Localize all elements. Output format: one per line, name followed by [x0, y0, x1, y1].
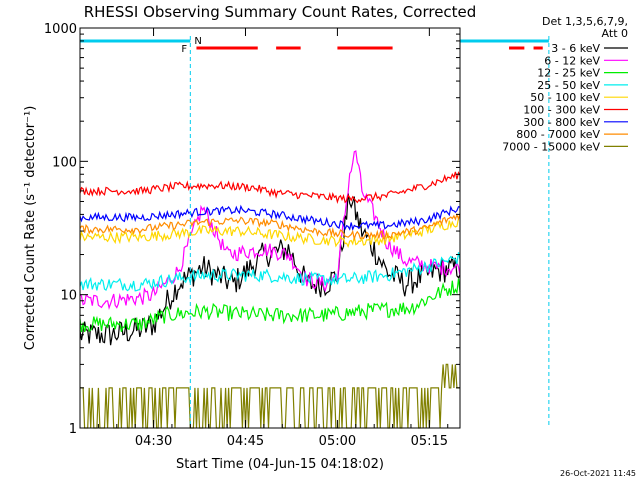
y-axis-label: Corrected Count Rate (s⁻¹ detector⁻¹): [23, 106, 38, 351]
series-line-7: [79, 213, 461, 242]
flag-label-f: F: [181, 44, 187, 55]
legend-label-4: 50 - 100 keV: [530, 91, 600, 104]
series-line-0: [79, 192, 461, 346]
legend-header-2: Att 0: [602, 27, 628, 40]
legend-label-7: 800 - 7000 keV: [516, 128, 600, 141]
series-line-1: [79, 150, 461, 310]
chart-title: RHESSI Observing Summary Count Rates, Co…: [84, 3, 477, 21]
y-axis-ticks: 1 10 100 1000: [44, 22, 460, 437]
flag-label-n: N: [194, 36, 201, 47]
y-tick-label: 1: [69, 422, 77, 437]
legend-label-8: 7000 - 15000 keV: [502, 140, 600, 153]
legend-label-6: 300 - 800 keV: [523, 116, 600, 129]
legend-label-0: 3 - 6 keV: [551, 42, 600, 55]
series-line-2: [79, 278, 461, 333]
series-line-8: [80, 363, 460, 429]
legend-label-3: 25 - 50 keV: [537, 79, 600, 92]
x-axis-label: Start Time (04-Jun-15 04:18:02): [176, 457, 384, 472]
y-tick-label: 10: [60, 289, 77, 304]
plot-area: FN: [79, 36, 550, 429]
x-tick-label: 04:30: [135, 434, 172, 449]
y-tick-label: 1000: [44, 22, 77, 37]
series-line-3: [79, 252, 461, 292]
legend-label-5: 100 - 300 keV: [523, 104, 600, 117]
x-tick-label: 05:00: [319, 434, 356, 449]
legend-label-2: 12 - 25 keV: [537, 67, 600, 80]
plot-frame: [79, 27, 461, 429]
y-tick-label: 100: [52, 155, 77, 170]
legend-header-1: Det 1,3,5,6,7,9,: [542, 15, 628, 28]
legend-label-1: 6 - 12 keV: [544, 54, 600, 67]
x-tick-label: 05:15: [411, 434, 448, 449]
series-line-4: [79, 216, 461, 249]
series-line-5: [79, 171, 461, 205]
x-axis-ticks: 04:30 04:45 05:00 05:15: [79, 28, 449, 449]
series-line-6: [79, 204, 461, 232]
x-tick-label: 04:45: [227, 434, 264, 449]
timestamp: 26-Oct-2021 11:45: [560, 469, 636, 478]
